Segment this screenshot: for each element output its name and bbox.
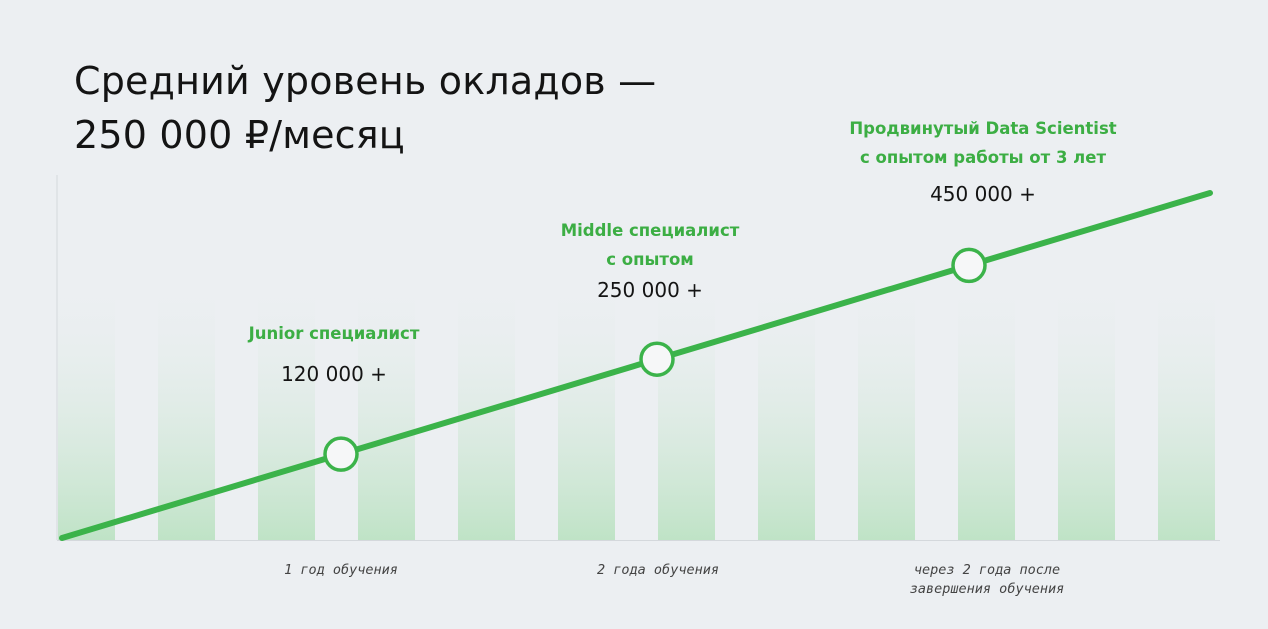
salary-point	[639, 341, 675, 377]
level-value: 120 000 +	[281, 362, 387, 386]
level-senior: Продвинутый Data Scientist с опытом рабо…	[849, 114, 1116, 206]
x-tick-line: через 2 года после	[913, 562, 1061, 578]
salary-points	[323, 247, 987, 472]
x-tick-label: 2 года обучения	[597, 561, 719, 580]
level-label-line-2: с опытом	[606, 250, 694, 269]
level-junior: Junior специалист 120 000 +	[249, 319, 420, 386]
level-label-line-1: Middle специалист	[560, 221, 740, 240]
background-stripe	[1158, 270, 1215, 540]
salary-trend-line	[59, 190, 1213, 541]
salary-point	[951, 247, 987, 284]
x-tick-line: завершения обучения	[909, 581, 1065, 597]
level-middle: Middle специалист с опытом 250 000 +	[561, 216, 740, 302]
background-stripe	[858, 270, 915, 540]
background-stripe	[1058, 270, 1115, 540]
x-tick-label: 1 год обучения	[284, 561, 398, 580]
background-stripe	[658, 270, 715, 540]
background-stripe	[258, 270, 315, 540]
background-stripe	[558, 270, 615, 540]
background-stripes	[58, 270, 1215, 540]
chart-title-line-2: 250 000 ₽/месяц	[74, 113, 405, 157]
chart-title-line-1: Средний уровень окладов —	[74, 59, 657, 103]
level-label-line-2: с опытом работы от 3 лет	[859, 148, 1107, 167]
background-stripe	[758, 270, 815, 540]
level-value: 450 000 +	[930, 182, 1036, 206]
x-tick-line: 1 год обучения	[284, 562, 398, 578]
x-tick-line: 2 года обучения	[597, 562, 719, 578]
level-value: 250 000 +	[597, 278, 703, 302]
background-stripe	[58, 270, 115, 540]
salary-point	[323, 436, 359, 472]
level-label: Junior специалист	[248, 324, 420, 343]
x-tick-label: через 2 года после завершения обучения	[910, 561, 1064, 599]
background-stripe	[958, 270, 1015, 540]
chart-title: Средний уровень окладов — 250 000 ₽/меся…	[74, 54, 656, 162]
level-label-line-1: Продвинутый Data Scientist	[849, 119, 1117, 138]
background-stripe	[358, 270, 415, 540]
